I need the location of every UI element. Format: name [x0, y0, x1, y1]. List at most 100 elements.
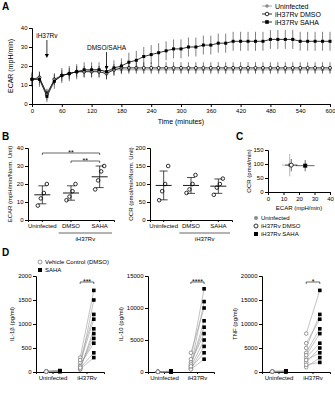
axis-title: OCR (pmol/min) — [246, 149, 252, 192]
error-bar — [307, 62, 308, 73]
tick-label: SAHA — [91, 223, 107, 229]
error-cap — [38, 203, 46, 204]
tick: iH37Rv — [303, 372, 323, 381]
marker — [270, 370, 274, 374]
marker — [291, 38, 294, 41]
group-line — [179, 233, 230, 234]
marker — [92, 289, 96, 293]
marker — [75, 70, 78, 73]
error-bar — [225, 34, 226, 53]
group-label: iH37Rv — [75, 236, 95, 242]
error-bar — [91, 62, 92, 77]
marker — [44, 370, 48, 374]
tick-mark — [145, 308, 148, 309]
marker — [180, 47, 183, 50]
annotation: DMSO/SAHA — [87, 44, 127, 51]
tick: 30 — [21, 44, 32, 50]
tick: 15000 — [127, 273, 148, 279]
error-bar — [203, 36, 204, 55]
axis-title: TNF (pg/ml) — [232, 308, 238, 340]
tick: 150 — [135, 163, 150, 169]
tick: 30 — [312, 192, 319, 202]
tick-label: 0 — [267, 196, 271, 202]
marker — [261, 40, 264, 43]
axis-title: OCR (pmol/min/Norm. Unit) — [128, 147, 134, 221]
error-bar — [195, 38, 196, 57]
marker — [318, 356, 322, 360]
error-bar — [113, 60, 114, 75]
error-bar — [248, 62, 249, 73]
error-bar — [46, 91, 47, 102]
tick-label: SAHA — [210, 223, 226, 229]
marker — [169, 369, 173, 373]
error-bar — [315, 32, 316, 51]
tick-label: Uninfected — [28, 223, 57, 229]
marker — [202, 306, 206, 310]
marker — [284, 369, 288, 373]
axis: 05000100001500020000 — [241, 273, 263, 375]
marker — [165, 49, 168, 52]
tick-mark — [145, 340, 148, 341]
tick-mark — [33, 348, 36, 349]
tick-label: 30 — [21, 44, 28, 50]
tick-label: 200 — [135, 145, 146, 151]
tick-mark — [25, 166, 28, 167]
tick-label: 180 — [117, 108, 128, 114]
legend-marker — [38, 268, 42, 272]
axis-line — [269, 193, 331, 196]
tick: Uninfected — [265, 372, 294, 381]
marker — [44, 370, 48, 374]
error-bar — [76, 64, 77, 79]
axis-line — [25, 149, 29, 221]
tick-label: 20000 — [241, 273, 258, 279]
significance-label: ** — [68, 149, 74, 156]
marker — [209, 44, 212, 47]
marker — [270, 370, 274, 374]
tick: SAHA — [91, 220, 107, 229]
tick-label: 0 — [20, 217, 24, 223]
tick-label: Uninfected — [150, 375, 179, 381]
tick: Uninfected — [28, 220, 57, 229]
marker — [60, 74, 63, 77]
marker — [306, 66, 309, 69]
error-bar — [300, 32, 301, 51]
tick-mark — [313, 372, 314, 374]
axis-line — [151, 221, 233, 223]
pair-line — [191, 302, 204, 367]
tick: 0 — [140, 369, 148, 375]
tick: 420 — [236, 104, 247, 114]
legend-label: Vehicle Control (DMSO) — [45, 259, 109, 265]
marker — [58, 369, 62, 373]
legend-item: Vehicle Control (DMSO) — [38, 259, 109, 265]
marker — [78, 358, 82, 362]
marker — [239, 40, 242, 43]
marker — [156, 370, 160, 374]
marker — [202, 300, 206, 304]
tick: 20000 — [241, 273, 262, 279]
error-bar — [158, 43, 159, 62]
tick-label: 15000 — [241, 297, 258, 303]
tick-label: 15000 — [127, 273, 144, 279]
error-cap — [214, 193, 222, 194]
tick: 15000 — [241, 297, 262, 303]
marker — [92, 332, 96, 336]
tick: Uninfected — [150, 372, 179, 381]
error-cap — [96, 187, 104, 188]
marker — [44, 369, 48, 373]
marker — [157, 198, 161, 202]
legend-label: iH37Rv DMSO — [275, 11, 321, 18]
tick-label: 420 — [236, 108, 247, 114]
tick: 40 — [21, 25, 32, 31]
tick-mark — [53, 372, 54, 374]
tick-mark — [259, 324, 262, 325]
marker — [270, 370, 274, 374]
axis-line — [265, 151, 269, 193]
tick-label: 40 — [327, 196, 334, 202]
marker — [276, 66, 279, 69]
error-bar — [330, 62, 331, 73]
marker — [321, 40, 324, 43]
error-bar — [173, 62, 174, 73]
panel-label: C — [236, 131, 243, 142]
tick-label: 1000 — [18, 321, 32, 327]
marker — [239, 66, 242, 69]
